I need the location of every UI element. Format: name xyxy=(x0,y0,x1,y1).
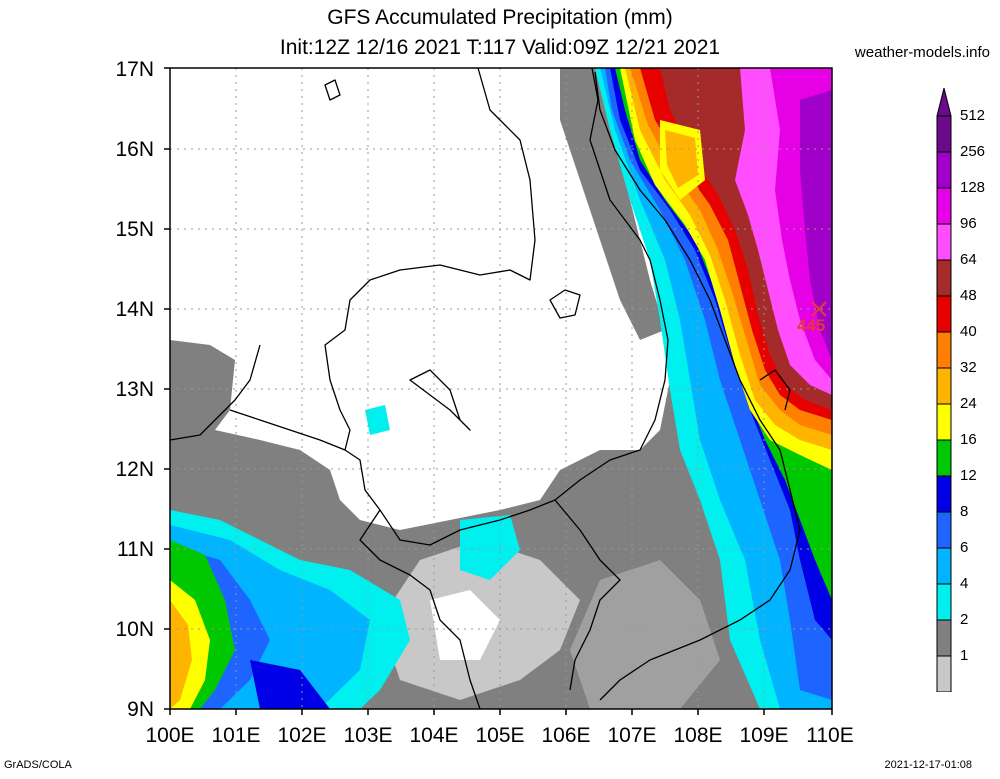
legend-label: 64 xyxy=(960,251,977,268)
lon-label: 105E xyxy=(475,724,525,747)
legend-swatch xyxy=(936,187,952,225)
rain-violet-east xyxy=(800,90,832,360)
rain-orange-patch xyxy=(665,130,698,188)
legend-swatch xyxy=(936,295,952,333)
legend-label: 512 xyxy=(960,107,986,124)
chart-subtitle: Init:12Z 12/16 2021 T:117 Valid:09Z 12/2… xyxy=(279,36,721,59)
legend-swatch xyxy=(936,655,952,692)
lat-label: 9N xyxy=(127,698,154,721)
rain-gray-south xyxy=(570,560,720,709)
legend-label: 1 xyxy=(960,647,969,664)
color-legend xyxy=(936,88,952,692)
lon-label: 110E xyxy=(806,724,854,747)
legend-label: 40 xyxy=(960,323,977,340)
legend-label: 4 xyxy=(960,575,969,592)
legend-label: 8 xyxy=(960,503,969,520)
legend-swatch xyxy=(936,367,952,405)
lat-label: 14N xyxy=(115,298,154,321)
lat-label: 17N xyxy=(115,58,154,81)
lon-label: 104E xyxy=(409,724,459,747)
legend-label: 96 xyxy=(960,215,977,232)
legend-swatch xyxy=(936,583,952,621)
legend-swatch xyxy=(936,403,952,441)
lon-label: 103E xyxy=(343,724,393,747)
legend-arrow-top xyxy=(936,88,952,117)
legend-label: 16 xyxy=(960,431,977,448)
legend-swatch xyxy=(936,151,952,189)
lon-label: 108E xyxy=(673,724,723,747)
legend-label: 12 xyxy=(960,467,977,484)
lon-label: 100E xyxy=(145,724,195,747)
legend-label: 6 xyxy=(960,539,969,556)
legend-swatch xyxy=(936,439,952,477)
lon-label: 107E xyxy=(607,724,657,747)
source-label: weather-models.info xyxy=(854,44,990,61)
legend-swatch xyxy=(936,475,952,513)
legend-swatch xyxy=(936,331,952,369)
lon-label: 102E xyxy=(277,724,327,747)
legend-label: 24 xyxy=(960,395,977,412)
lat-label: 12N xyxy=(115,458,154,481)
legend-swatch xyxy=(936,223,952,261)
legend-swatch xyxy=(936,259,952,297)
legend-swatch xyxy=(936,619,952,657)
legend-label: 128 xyxy=(960,179,986,196)
rain-blue-west2 xyxy=(250,660,330,709)
lon-label: 101E xyxy=(211,724,261,747)
legend-label: 2 xyxy=(960,611,969,628)
legend-label: 48 xyxy=(960,287,977,304)
tick-marks xyxy=(164,67,833,715)
max-x-icon xyxy=(811,301,827,317)
lon-label: 106E xyxy=(541,724,591,747)
legend-label: 256 xyxy=(960,143,986,160)
timestamp-label: 2021-12-17-01:08 xyxy=(884,759,972,771)
graticule xyxy=(170,68,832,709)
chart-title: GFS Accumulated Precipitation (mm) xyxy=(327,6,673,29)
max-value-label: 445 xyxy=(797,316,826,335)
lat-label: 15N xyxy=(115,218,154,241)
lat-label: 13N xyxy=(115,378,154,401)
legend-swatch xyxy=(936,115,952,153)
rain-cyan-small xyxy=(365,405,390,435)
borders xyxy=(170,68,801,709)
lon-label: 109E xyxy=(739,724,789,747)
legend-swatch xyxy=(936,547,952,585)
credit-label: GrADS/COLA xyxy=(4,759,72,771)
rain-orange-west xyxy=(170,600,192,709)
lat-label: 10N xyxy=(115,618,154,641)
legend-swatch xyxy=(936,511,952,549)
rain-cyan-center xyxy=(460,515,520,580)
lat-label: 16N xyxy=(115,138,154,161)
rain-white-patch xyxy=(430,590,500,660)
lat-label: 11N xyxy=(117,538,154,561)
legend-label: 32 xyxy=(960,359,977,376)
